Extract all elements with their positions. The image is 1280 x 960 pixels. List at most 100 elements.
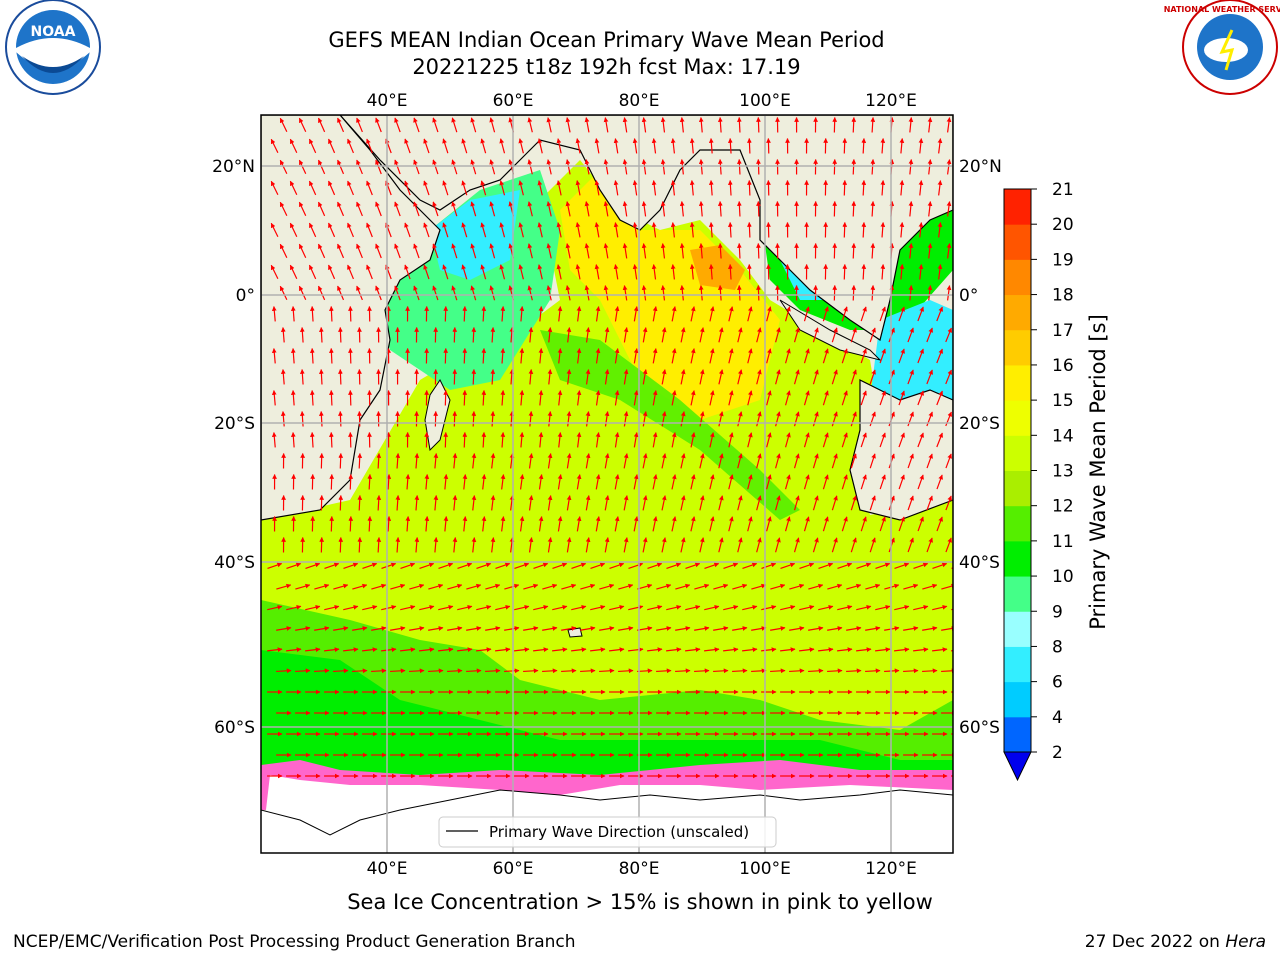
wave-direction-arrow [590, 647, 606, 653]
wave-direction-arrow [476, 562, 492, 570]
wave-direction-arrow [337, 117, 345, 133]
wave-direction-arrow [709, 432, 715, 448]
wave-direction-arrow [428, 668, 444, 674]
wave-direction-arrow [509, 327, 515, 343]
wave-direction-arrow [756, 327, 762, 343]
wave-direction-arrow [960, 628, 975, 631]
wave-direction-arrow [917, 348, 924, 364]
wave-direction-arrow [490, 537, 496, 553]
wave-direction-arrow [865, 668, 881, 674]
wave-direction-arrow [375, 159, 382, 175]
wave-direction-arrow [594, 264, 600, 280]
wave-direction-arrow [875, 647, 891, 653]
wave-direction-arrow [504, 626, 520, 631]
wave-direction-arrow [837, 647, 853, 653]
wave-direction-arrow [413, 285, 420, 301]
wave-direction-arrow [603, 159, 609, 175]
wave-direction-arrow [480, 264, 487, 280]
wave-direction-arrow [717, 201, 723, 217]
wave-direction-arrow [338, 453, 344, 469]
wave-direction-arrow [490, 369, 496, 385]
wave-direction-arrow [490, 495, 496, 511]
wave-direction-arrow [614, 516, 620, 532]
wave-direction-arrow [299, 369, 305, 385]
wave-direction-arrow [584, 243, 590, 259]
wave-direction-arrow [329, 432, 334, 448]
wave-direction-arrow [451, 243, 458, 259]
wave-direction-arrow [784, 474, 791, 490]
wave-direction-arrow [295, 626, 311, 631]
wave-direction-arrow [903, 583, 919, 590]
wave-direction-arrow [880, 138, 886, 154]
wave-direction-arrow [289, 180, 298, 196]
wave-direction-arrow [604, 411, 610, 427]
wave-direction-arrow [565, 201, 571, 217]
footer-date: 27 Dec 2022 on [1084, 932, 1226, 952]
wave-direction-arrow [936, 390, 943, 406]
legend-label: Primary Wave Direction (unscaled) [489, 823, 749, 841]
wave-direction-arrow [604, 327, 610, 343]
wave-direction-arrow [698, 285, 704, 301]
wave-direction-arrow [618, 626, 634, 631]
wave-direction-arrow [699, 453, 705, 469]
wave-direction-arrow [432, 243, 439, 259]
wave-direction-arrow [317, 243, 326, 259]
wave-direction-arrow [927, 285, 933, 301]
wave-direction-arrow [476, 647, 492, 653]
wave-direction-arrow [595, 474, 601, 490]
wave-direction-arrow [793, 495, 800, 511]
sea-ice-caption: Sea Ice Concentration > 15% is shown in … [347, 890, 933, 914]
wave-direction-arrow [571, 647, 587, 653]
wave-direction-arrow [623, 411, 629, 427]
footer-left: NCEP/EMC/Verification Post Processing Pr… [13, 932, 576, 952]
wave-direction-arrow [756, 159, 761, 175]
wave-direction-arrow [556, 264, 562, 280]
wave-direction-arrow [576, 348, 582, 364]
wave-direction-arrow [451, 117, 458, 133]
wave-direction-arrow [709, 390, 715, 406]
map-frame [260, 114, 954, 854]
wave-direction-arrow [457, 647, 473, 653]
wave-direction-arrow [652, 516, 658, 532]
wave-direction-arrow [537, 138, 543, 154]
wave-direction-arrow [822, 306, 829, 322]
wave-direction-arrow [742, 562, 758, 570]
wave-direction-arrow [670, 264, 676, 280]
wave-direction-arrow [642, 411, 648, 427]
wave-direction-arrow [367, 474, 373, 490]
wave-direction-arrow [348, 390, 353, 406]
wave-direction-arrow [846, 668, 862, 674]
wave-direction-arrow [793, 369, 800, 385]
wave-direction-arrow [413, 201, 420, 217]
wave-direction-arrow [875, 562, 891, 570]
colorbar-segment [1004, 400, 1031, 436]
wave-direction-arrow [348, 306, 353, 322]
wave-direction-arrow [747, 264, 752, 280]
wave-direction-arrow [775, 327, 781, 343]
wave-direction-arrow [347, 180, 354, 196]
wave-direction-arrow [708, 264, 714, 280]
colorbar-segment [1004, 329, 1031, 366]
wave-direction-arrow [922, 626, 938, 631]
wave-direction-arrow [286, 562, 302, 570]
wave-direction-arrow [698, 117, 704, 133]
wave-direction-arrow [404, 264, 411, 280]
wave-direction-arrow [704, 647, 720, 653]
wave-direction-arrow [737, 117, 742, 133]
wave-direction-arrow [850, 495, 857, 511]
wave-direction-arrow [671, 516, 677, 532]
wave-direction-arrow [461, 264, 468, 280]
wave-direction-arrow [547, 495, 553, 511]
wave-direction-arrow [324, 647, 340, 653]
wave-direction-arrow [747, 390, 753, 406]
wave-direction-arrow [337, 159, 345, 175]
wave-direction-arrow [557, 432, 563, 448]
wave-direction-arrow [879, 306, 886, 322]
wave-direction-arrow [675, 583, 691, 590]
wave-direction-arrow [727, 180, 733, 196]
colorbar-segment [1004, 364, 1031, 401]
wave-direction-arrow [462, 390, 468, 406]
wave-direction-arrow [447, 583, 463, 590]
wave-direction-arrow [799, 562, 815, 570]
wave-direction-arrow [518, 264, 524, 280]
